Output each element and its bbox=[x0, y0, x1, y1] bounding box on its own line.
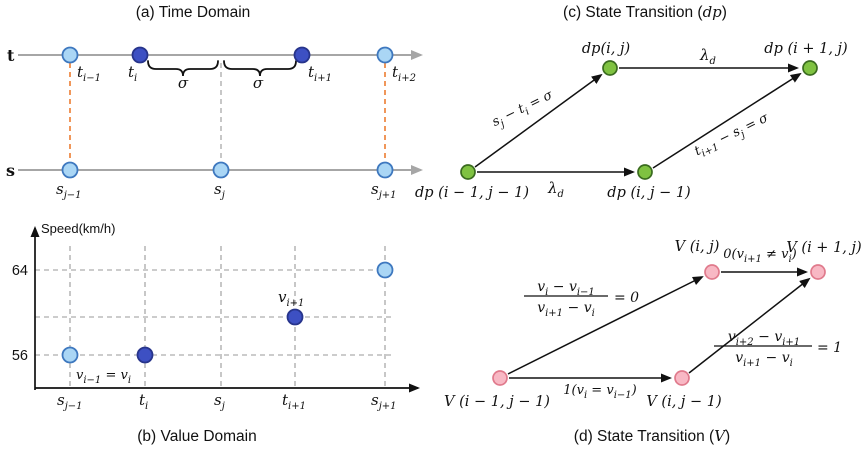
label-lambda-d-top: λd bbox=[699, 46, 716, 67]
space-point-s-j bbox=[212, 161, 230, 179]
label-s-j-plus-1: sj+1 bbox=[371, 180, 397, 201]
label-s-j-minus-1: sj−1 bbox=[56, 180, 82, 201]
fraction-left-rhs: = 0 bbox=[614, 290, 639, 306]
x-label-t-i: ti bbox=[139, 391, 148, 412]
edge-dp-left-diagonal bbox=[474, 73, 603, 168]
node-v-i-plus-1-j bbox=[810, 264, 826, 280]
time-point-t-i-plus-1 bbox=[293, 46, 311, 64]
space-point-s-j-minus-1 bbox=[61, 161, 79, 179]
underbrace-left bbox=[147, 60, 219, 77]
node-v-i-j-minus-1 bbox=[674, 370, 690, 386]
node-v-i-minus-1-j-minus-1 bbox=[492, 370, 508, 386]
label-t-i-plus-2: ti+2 bbox=[392, 63, 416, 84]
fraction-right-rhs: = 1 bbox=[817, 340, 842, 356]
label-edge-bottom-condition: 1(vi = vi−1) bbox=[563, 383, 636, 401]
x-label-s-j-plus-1: sj+1 bbox=[371, 391, 397, 412]
label-s-j: sj bbox=[214, 180, 225, 201]
label-v-i-plus-1-j: V (i + 1, j) bbox=[786, 240, 861, 256]
fraction-right-denominator: vi+1 − vi bbox=[735, 350, 793, 369]
panel-a-title: (a) Time Domain bbox=[136, 4, 251, 21]
x-label-s-j: sj bbox=[214, 391, 225, 412]
fraction-left-denominator: vi+1 − vi bbox=[537, 300, 595, 319]
label-sj-minus-ti-sigma: sj − ti = σ bbox=[490, 87, 558, 132]
fraction-right: vi+2 − vi+1 vi+1 − vi = 1 bbox=[714, 329, 842, 369]
label-dp-i-j-minus-1: dp (i, j − 1) bbox=[607, 185, 690, 201]
annotation-v-equal: vi−1 = vi bbox=[76, 368, 131, 386]
edge-v-left-diagonal bbox=[507, 276, 704, 375]
data-point-v-i-plus-1 bbox=[286, 308, 304, 326]
tick-64: 64 bbox=[12, 263, 28, 279]
sigma-label-left: σ bbox=[178, 74, 189, 92]
sigma-label-right: σ bbox=[253, 74, 264, 92]
label-dp-i-j: dp(i, j) bbox=[582, 41, 630, 57]
data-point-s-j-plus-1 bbox=[376, 261, 394, 279]
label-v-i-j: V (i, j) bbox=[675, 239, 720, 255]
label-v-i-j-minus-1: V (i, j − 1) bbox=[646, 394, 721, 410]
fraction-left-numerator: vi − vi−1 bbox=[537, 279, 595, 298]
node-dp-i-j-minus-1 bbox=[637, 164, 653, 180]
edge-v-right-diagonal bbox=[688, 277, 811, 374]
data-point-v-i-minus-1 bbox=[61, 346, 79, 364]
tick-56: 56 bbox=[12, 348, 28, 364]
label-edge-top-condition: 0(vi+1 ≠ vi) bbox=[723, 247, 796, 265]
label-t-i: ti bbox=[128, 63, 137, 84]
panel-c-state-transition-dp: (c) State Transition (dp) dp(i, j) dp (i… bbox=[415, 3, 848, 201]
label-t-i-minus-1: ti−1 bbox=[77, 63, 101, 84]
time-point-t-i-minus-1 bbox=[61, 46, 79, 64]
label-v-i-plus-1: vi+1 bbox=[278, 288, 304, 309]
panel-d-title: (d) State Transition (V) bbox=[574, 427, 730, 445]
time-point-t-i bbox=[131, 46, 149, 64]
label-lambda-d-bottom: λd bbox=[547, 179, 564, 200]
label-dp-i-minus-1-j-minus-1: dp (i − 1, j − 1) bbox=[415, 185, 529, 201]
panel-d-state-transition-v: (d) State Transition (V) V (i, j) V (i +… bbox=[444, 239, 862, 445]
data-point-v-i bbox=[136, 346, 154, 364]
node-v-i-j bbox=[704, 264, 720, 280]
t-axis-label: t bbox=[7, 46, 15, 65]
label-dp-i-plus-1-j: dp (i + 1, j) bbox=[764, 41, 847, 57]
s-axis-label: s bbox=[6, 161, 15, 180]
time-point-t-i-plus-2 bbox=[376, 46, 394, 64]
label-v-i-minus-1-j-minus-1: V (i − 1, j − 1) bbox=[444, 394, 550, 410]
space-point-s-j-plus-1 bbox=[376, 161, 394, 179]
panel-b-value-domain: Speed(km/h) 64 56 vi+1 vi−1 = vi sj−1 ti… bbox=[12, 221, 420, 445]
panel-c-title: (c) State Transition (dp) bbox=[563, 3, 727, 21]
edge-dp-right-diagonal bbox=[652, 72, 802, 169]
y-axis-title: Speed(km/h) bbox=[41, 221, 115, 236]
label-t-i-plus-1: ti+1 bbox=[308, 63, 332, 84]
fraction-left: vi − vi−1 vi+1 − vi = 0 bbox=[524, 279, 639, 319]
x-label-t-i-plus-1: ti+1 bbox=[282, 391, 306, 412]
fraction-right-numerator: vi+2 − vi+1 bbox=[728, 329, 800, 348]
panel-a-time-domain: (a) Time Domain t σ σ ti−1 ti ti+1 ti+2 … bbox=[6, 4, 423, 201]
node-dp-i-plus-1-j bbox=[802, 60, 818, 76]
x-label-s-j-minus-1: sj−1 bbox=[57, 391, 83, 412]
underbrace-right bbox=[223, 60, 297, 77]
node-dp-i-minus-1-j-minus-1 bbox=[460, 164, 476, 180]
panel-b-title: (b) Value Domain bbox=[137, 428, 256, 445]
node-dp-i-j bbox=[602, 60, 618, 76]
